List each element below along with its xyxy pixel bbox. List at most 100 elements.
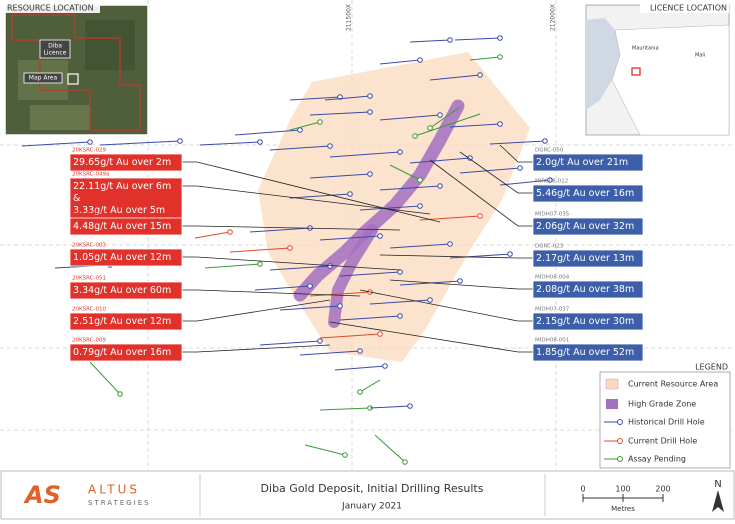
- hole-id: MIDH07-035: [535, 212, 570, 218]
- drill-hole: [259, 340, 321, 346]
- drill-collar: [257, 261, 263, 267]
- drill-hole: [319, 333, 381, 339]
- drill-collar: [357, 348, 363, 354]
- drill-hole: [339, 315, 401, 321]
- drill-hole: [429, 106, 461, 129]
- legend-item: Historical Drill Hole: [628, 418, 705, 427]
- callout-text: 3.33g/t Au over 5m: [73, 205, 165, 216]
- callout-box: [532, 280, 644, 299]
- hole-id: 20KSRC-051: [72, 276, 106, 282]
- callout-text: 0.79g/t Au over 16m: [73, 347, 171, 358]
- drill-hole: [249, 227, 311, 233]
- drill-hole: [409, 157, 471, 164]
- legend-item: Current Drill Hole: [628, 437, 697, 446]
- drill-hole: [21, 141, 91, 147]
- callout-text: 2.08g/t Au over 38m: [536, 284, 634, 295]
- callout-box: [532, 312, 644, 331]
- callouts: 20KSRC-029 29.65g/t Au over 2m 20KSRC-049a…: [69, 148, 644, 362]
- leader-line: [182, 299, 331, 322]
- hole-id: 20KSRC-049a: [72, 172, 109, 178]
- drill-hole: [289, 193, 351, 199]
- callout-box: [532, 343, 644, 362]
- drill-collar: [542, 138, 548, 144]
- drill-hole: [339, 271, 401, 277]
- drill-collar: [397, 269, 403, 275]
- callout-box: [69, 248, 183, 267]
- hole-id: MIDH08-004: [535, 275, 570, 281]
- drill-collar: [517, 165, 523, 171]
- drill-hole: [379, 59, 421, 65]
- drill-collar: [117, 391, 123, 397]
- drill-collar: [257, 139, 263, 145]
- callout-box: [532, 249, 644, 268]
- drill-hole: [319, 407, 371, 411]
- hole-id: DGRC-050: [535, 148, 564, 154]
- drill-hole: [289, 121, 321, 131]
- drill-hole: [289, 96, 341, 101]
- callout-text: 29.65g/t Au over 2m: [73, 157, 171, 168]
- drill-collar: [497, 54, 503, 60]
- drill-hole: [429, 74, 481, 81]
- figure-date: January 2021: [341, 502, 402, 512]
- drill-collar: [397, 313, 403, 319]
- drill-collar: [177, 138, 183, 144]
- drill-hole: [304, 444, 346, 456]
- high-grade-zone: [293, 99, 465, 302]
- legend-title: LEGEND: [695, 363, 728, 372]
- drill-collar: [327, 143, 333, 149]
- drill-collar: [477, 213, 483, 219]
- hole-id: 20KSRC-009: [72, 338, 106, 344]
- drill-hole: [379, 114, 441, 121]
- leader-line: [182, 225, 401, 231]
- drill-collar: [377, 233, 383, 239]
- drill-collar: [427, 297, 433, 303]
- drill-hole: [389, 164, 421, 181]
- drill-collar: [347, 191, 353, 197]
- drill-hole: [369, 299, 431, 305]
- drill-collar: [427, 125, 433, 131]
- drill-hole: [499, 179, 551, 186]
- callout-box: [69, 153, 183, 172]
- drill-collar: [497, 121, 503, 127]
- drill-hole: [359, 379, 381, 393]
- drill-hole: [309, 291, 371, 297]
- leader-line: [359, 289, 533, 322]
- callout-box: [532, 184, 644, 203]
- drill-collar: [367, 171, 373, 177]
- leader-line: [499, 144, 533, 163]
- drill-hole: [459, 167, 521, 174]
- drill-hole: [379, 185, 441, 191]
- callout-text: 4.48g/t Au over 15m: [73, 221, 171, 232]
- drill-collar: [497, 35, 503, 41]
- drill-collar: [417, 203, 423, 209]
- scale-tick: 0: [580, 485, 585, 494]
- callout-text: 22.11g/t Au over 6m: [73, 181, 171, 192]
- drill-collar: [447, 37, 453, 43]
- scale-tick: 200: [655, 485, 670, 494]
- callout-text: 5.46g/t Au over 16m: [536, 188, 634, 199]
- drill-hole: [449, 123, 501, 128]
- country-label: Mali: [695, 53, 705, 59]
- drill-collar: [437, 112, 443, 118]
- callout-box: [69, 281, 183, 300]
- drill-hole: [254, 285, 311, 291]
- drill-hole: [389, 243, 451, 249]
- leader-line: [182, 185, 431, 215]
- scale-tick: 100: [615, 485, 630, 494]
- drill-hole: [269, 265, 331, 271]
- hole-id: MIDH08-001: [535, 338, 569, 344]
- north-label: N: [714, 479, 721, 490]
- leader-line: [389, 279, 533, 290]
- drill-collar: [87, 139, 93, 145]
- drill-hole: [199, 141, 261, 146]
- drill-holes: [21, 35, 553, 465]
- legend-item: High Grade Zone: [628, 400, 696, 409]
- footer: AS ALTUS STRATEGIES Diba Gold Deposit, I…: [0, 470, 735, 520]
- scale-unit: Metres: [611, 505, 635, 513]
- hole-id: MIDH07-037: [535, 307, 570, 313]
- legend: LEGEND Current Resource Area High Grade …: [599, 363, 731, 469]
- drill-collar: [367, 109, 373, 115]
- drill-collar: [507, 251, 513, 257]
- north-arrow: [712, 490, 724, 512]
